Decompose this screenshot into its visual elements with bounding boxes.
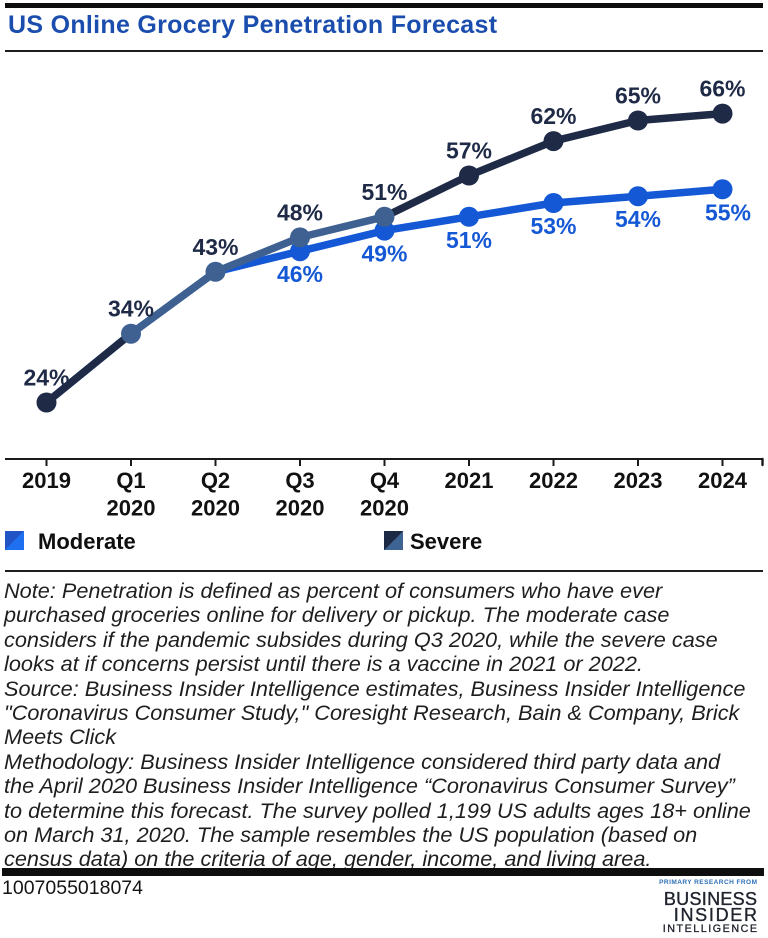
svg-text:48%: 48% — [277, 199, 323, 225]
svg-text:2022: 2022 — [529, 468, 578, 493]
svg-text:Q4: Q4 — [370, 468, 400, 493]
svg-text:55%: 55% — [705, 199, 751, 225]
svg-text:46%: 46% — [277, 261, 323, 287]
svg-text:2020: 2020 — [107, 496, 156, 521]
svg-text:54%: 54% — [615, 206, 661, 232]
svg-text:62%: 62% — [530, 103, 576, 129]
svg-text:34%: 34% — [108, 296, 154, 322]
svg-text:Q2: Q2 — [201, 468, 230, 493]
svg-text:Q3: Q3 — [285, 468, 314, 493]
svg-text:53%: 53% — [530, 213, 576, 239]
svg-text:2021: 2021 — [445, 468, 494, 493]
svg-text:2024: 2024 — [698, 468, 748, 493]
svg-text:66%: 66% — [699, 76, 745, 102]
svg-text:24%: 24% — [23, 365, 69, 391]
svg-text:51%: 51% — [361, 179, 407, 205]
svg-text:2023: 2023 — [614, 468, 663, 493]
svg-text:2019: 2019 — [22, 468, 71, 493]
svg-text:43%: 43% — [192, 234, 238, 260]
svg-text:51%: 51% — [446, 227, 492, 253]
svg-text:2020: 2020 — [191, 496, 240, 521]
svg-text:2020: 2020 — [360, 496, 409, 521]
svg-text:Q1: Q1 — [116, 468, 145, 493]
svg-text:2020: 2020 — [276, 496, 325, 521]
svg-text:49%: 49% — [361, 241, 407, 267]
svg-text:65%: 65% — [615, 83, 661, 109]
svg-text:57%: 57% — [446, 138, 492, 164]
